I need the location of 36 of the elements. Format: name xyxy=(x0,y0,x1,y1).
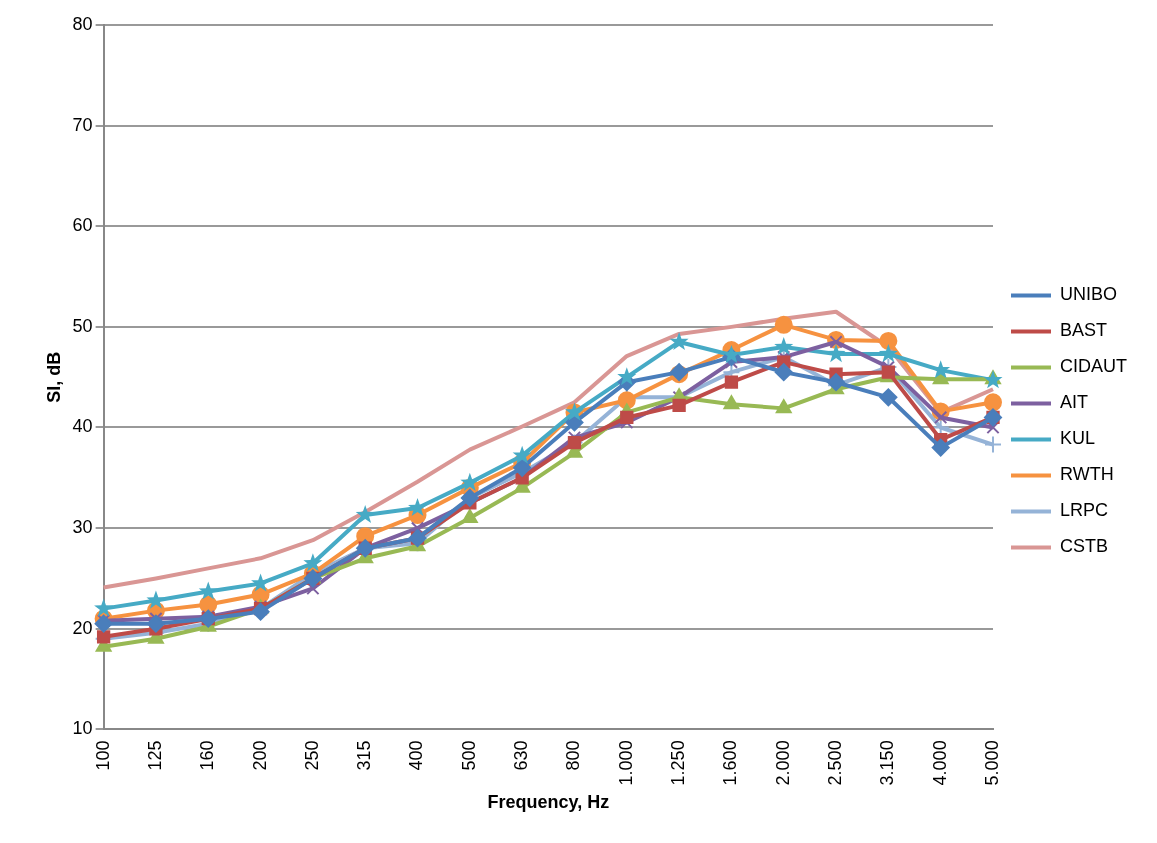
x-tick-label: 2.500 xyxy=(825,740,846,786)
legend-label: CIDAUT xyxy=(1060,356,1127,377)
legend-label: UNIBO xyxy=(1060,284,1118,305)
y-tick-label: 40 xyxy=(72,416,93,437)
x-tick-label: 160 xyxy=(197,740,218,771)
y-tick-label: 10 xyxy=(72,718,93,739)
y-tick-label: 30 xyxy=(72,517,93,538)
x-tick-label: 315 xyxy=(354,740,375,771)
y-tick-label: 80 xyxy=(72,13,93,34)
y-tick-label: 20 xyxy=(72,617,93,638)
x-axis-title: Frequency, Hz xyxy=(487,792,610,813)
y-tick-label: 60 xyxy=(72,215,93,236)
x-tick-label: 2.000 xyxy=(772,740,793,786)
legend-label: BAST xyxy=(1060,320,1108,341)
legend-label: CSTB xyxy=(1060,536,1109,557)
x-tick-label: 400 xyxy=(406,740,427,771)
x-tick-label: 250 xyxy=(301,740,322,771)
x-tick-label: 4.000 xyxy=(929,740,950,786)
legend-label: AIT xyxy=(1060,392,1089,413)
y-tick-label: 70 xyxy=(72,114,93,135)
y-tick-label: 50 xyxy=(72,315,93,336)
x-tick-label: 200 xyxy=(249,740,270,771)
x-tick-label: 5.000 xyxy=(981,740,1002,786)
x-tick-label: 500 xyxy=(458,740,479,771)
legend-label: RWTH xyxy=(1060,464,1114,485)
y-axis-title: SI, dB xyxy=(43,351,64,403)
x-tick-label: 800 xyxy=(563,740,584,771)
legend-label: KUL xyxy=(1060,428,1096,449)
x-tick-label: 125 xyxy=(144,740,165,771)
x-tick-label: 630 xyxy=(511,740,532,771)
legend-label: LRPC xyxy=(1060,500,1109,521)
x-tick-label: 1.000 xyxy=(615,740,636,786)
x-tick-label: 1.600 xyxy=(720,740,741,786)
x-tick-label: 100 xyxy=(92,740,113,771)
x-tick-label: 1.250 xyxy=(668,740,689,786)
x-tick-label: 3.150 xyxy=(877,740,898,786)
